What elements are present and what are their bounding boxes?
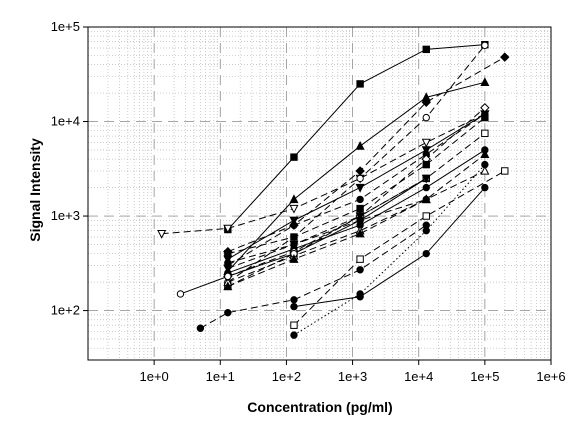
y-tick-label: 1e+5 <box>51 19 80 34</box>
data-point <box>421 146 431 156</box>
data-point <box>481 160 489 169</box>
data-point <box>289 216 299 226</box>
series-5 <box>223 77 490 276</box>
series-line <box>200 224 427 329</box>
series-9 <box>224 146 489 277</box>
series-line <box>227 178 427 269</box>
series-11 <box>223 103 490 282</box>
data-point <box>176 290 185 298</box>
series-line <box>227 56 506 253</box>
data-point <box>481 41 489 50</box>
data-point <box>480 149 490 159</box>
data-point <box>290 302 298 311</box>
x-tick-label: 1e+1 <box>206 369 235 384</box>
plot-frame <box>87 26 552 361</box>
series-12 <box>224 113 489 258</box>
y-tick-label: 1e+3 <box>51 208 80 223</box>
data-point <box>290 153 298 161</box>
series-line <box>293 187 486 308</box>
data-point <box>223 224 233 234</box>
data-point <box>422 212 430 220</box>
series-19 <box>290 160 489 339</box>
data-point <box>290 321 298 329</box>
data-point <box>224 272 232 281</box>
data-point <box>500 52 510 62</box>
x-axis-title: Concentration (pg/ml) <box>247 399 392 415</box>
x-tick-label: 1e+0 <box>139 369 168 384</box>
y-tick-label: 1e+4 <box>51 114 80 129</box>
data-point <box>196 324 205 332</box>
data-point <box>289 204 299 214</box>
data-point <box>355 183 365 193</box>
data-point <box>481 183 489 192</box>
data-point <box>289 240 299 250</box>
ticks <box>83 26 552 365</box>
y-axis-title: Signal Intensity <box>27 138 43 242</box>
data-point <box>290 331 298 339</box>
data-point <box>480 103 490 113</box>
data-point <box>501 167 509 175</box>
grid <box>88 27 552 360</box>
series-line <box>227 153 486 287</box>
x-tick-label: 1e+4 <box>404 369 433 384</box>
data-point <box>290 296 298 304</box>
series-1 <box>224 40 489 234</box>
data-point <box>422 195 430 204</box>
data-point <box>422 183 430 192</box>
data-point <box>422 113 430 122</box>
y-tick-labels: 1e+2 1e+3 1e+4 1e+5 <box>51 19 80 318</box>
data-point <box>481 113 489 122</box>
data-point <box>480 165 490 175</box>
series-3 <box>224 41 489 286</box>
data-point <box>224 308 232 317</box>
series-line <box>293 164 486 336</box>
data-point <box>422 160 430 169</box>
data-point <box>224 249 232 258</box>
x-tick-label: 1e+3 <box>338 369 367 384</box>
series-20 <box>290 167 509 329</box>
data-point <box>356 290 364 298</box>
series-line <box>293 170 506 326</box>
x-tick-labels: 1e+0 1e+1 1e+2 1e+3 1e+4 1e+5 1e+6 <box>139 369 565 384</box>
series-layer <box>157 40 510 339</box>
data-point <box>355 140 365 150</box>
series-13 <box>176 174 430 298</box>
series-7 <box>223 110 490 265</box>
series-line <box>227 117 486 255</box>
series-18 <box>290 183 489 311</box>
y-tick-label: 1e+2 <box>51 303 80 318</box>
data-point <box>356 266 364 274</box>
data-point <box>480 77 490 86</box>
data-point <box>355 166 365 176</box>
data-point <box>157 230 167 239</box>
data-point <box>355 212 365 222</box>
series-line <box>161 113 486 235</box>
series-16 <box>223 174 431 274</box>
data-point <box>356 195 364 204</box>
data-point <box>421 174 431 184</box>
data-point <box>289 194 299 204</box>
data-point <box>356 174 364 183</box>
x-tick-label: 1e+5 <box>470 369 499 384</box>
x-tick-label: 1e+2 <box>272 369 301 384</box>
data-point <box>223 264 233 274</box>
data-point <box>422 249 430 258</box>
data-point <box>356 204 364 213</box>
data-point <box>290 233 298 241</box>
series-line <box>227 170 486 283</box>
series-line <box>227 198 427 264</box>
x-tick-label: 1e+6 <box>536 369 565 384</box>
data-point <box>422 45 430 54</box>
series-line <box>227 81 485 272</box>
data-point <box>422 226 430 235</box>
data-point <box>289 254 299 263</box>
data-point <box>481 129 489 138</box>
data-point <box>356 80 364 88</box>
data-point <box>421 92 431 102</box>
data-point <box>356 255 364 263</box>
data-point <box>421 138 431 148</box>
data-point <box>223 281 233 291</box>
data-point <box>355 228 365 238</box>
